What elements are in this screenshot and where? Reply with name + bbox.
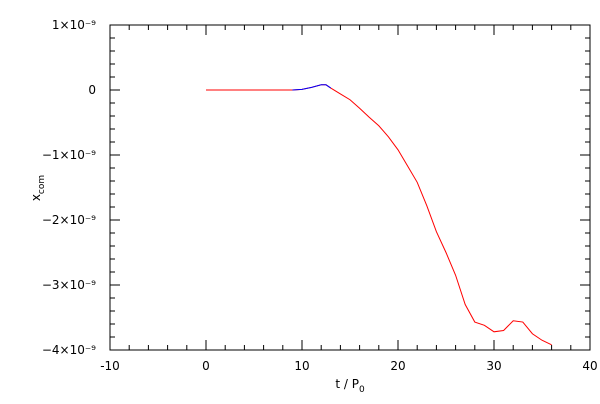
y-tick-label: −3×10⁻⁹ [42,278,96,292]
x-tick-label: -10 [100,359,120,373]
plot-frame [109,24,591,351]
data-line [206,84,552,346]
x-tick-label: 30 [486,359,501,373]
y-tick-label: −2×10⁻⁹ [42,213,96,227]
x-tick-label: 0 [202,359,210,373]
y-tick-label: −4×10⁻⁹ [42,343,96,357]
x-axis-title: t / P0 [335,377,365,395]
y-axis-title-sub: com [37,175,47,194]
x-axis-title-main: t / P [335,377,359,391]
y-tick-label: 1×10⁻⁹ [52,18,96,32]
y-axis-title: xcom [29,175,47,201]
x-tick-label: 20 [390,359,405,373]
data-line [292,84,332,91]
x-axis-title-sub: 0 [359,385,365,395]
y-tick-label: −1×10⁻⁹ [42,148,96,162]
x-tick-label: 10 [294,359,309,373]
y-axis-title-main: x [29,194,43,201]
x-tick-label: 40 [582,359,597,373]
y-tick-label: 0 [88,83,96,97]
